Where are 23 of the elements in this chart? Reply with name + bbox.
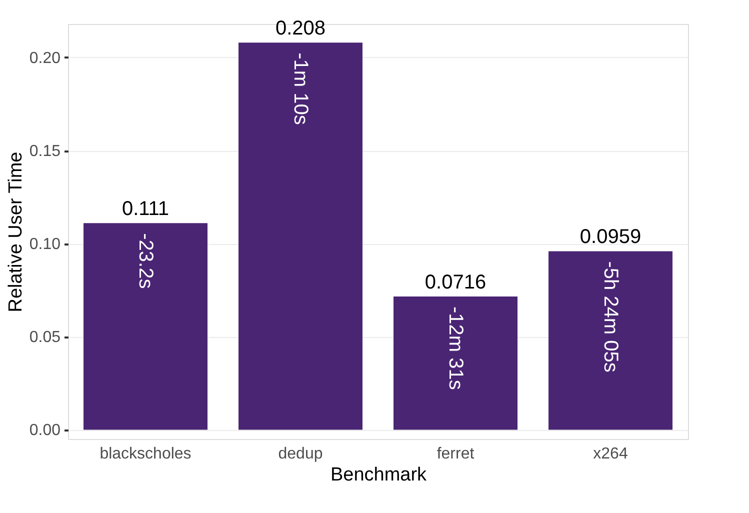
x-tick-label: x264 [593,446,628,462]
y-tick-label: 0.15 [29,143,61,160]
x-tick-label: blackscholes [100,446,192,462]
data-label: 0.0959 [580,226,642,248]
annotation: -1m 10s [290,52,312,125]
x-tick-label: dedup [278,446,323,462]
y-tick-label: 0.00 [29,422,61,440]
bar [548,251,672,430]
data-label: 0.208 [275,18,326,40]
annotation: -23.2s [134,233,156,289]
y-tick-label: 0.20 [29,50,61,67]
x-tick-label: ferret [436,446,475,462]
y-tick-label: 0.05 [29,329,61,346]
bar [394,296,518,430]
annotation: -12m 31s [444,306,466,390]
bar [238,42,362,430]
annotation: -5h 24m 05s [600,261,622,372]
y-axis-title: Relative User Time [5,152,26,312]
bar [84,223,208,430]
data-label: 0.0716 [424,271,486,294]
x-axis-title: Benchmark [330,464,428,486]
y-tick-label: 0.10 [29,236,61,254]
data-label: 0.111 [122,198,170,220]
